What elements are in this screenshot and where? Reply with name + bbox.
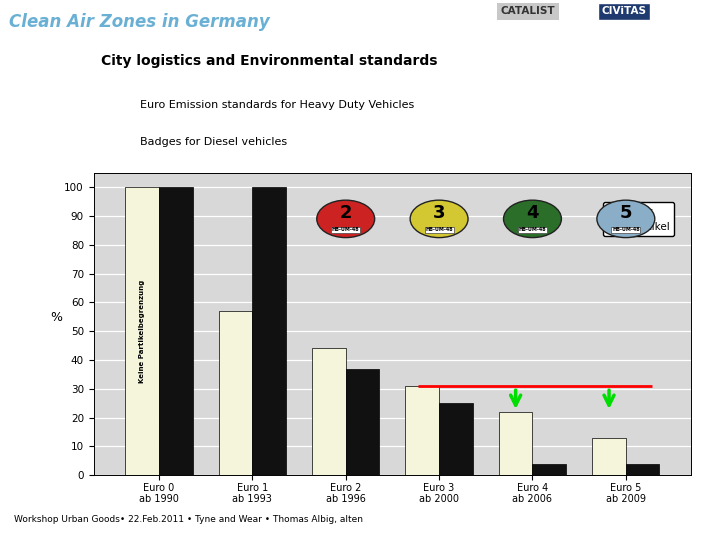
Text: Keine Partikelbegrenzung: Keine Partikelbegrenzung: [139, 280, 145, 383]
Y-axis label: %: %: [50, 311, 62, 324]
Text: Workshop Urban Goods• 22.Feb.2011 • Tyne and Wear • Thomas Albig, alten: Workshop Urban Goods• 22.Feb.2011 • Tyne…: [14, 515, 364, 524]
Legend: NOx, Partikel: NOx, Partikel: [603, 202, 674, 236]
Bar: [125, 187, 159, 475]
Bar: [219, 311, 252, 475]
Bar: [252, 187, 286, 475]
Text: 5: 5: [620, 204, 632, 222]
Text: HB-UM-48: HB-UM-48: [612, 227, 639, 232]
Ellipse shape: [410, 200, 468, 238]
Text: City logistics and Environmental standards: City logistics and Environmental standar…: [101, 54, 437, 68]
Bar: [159, 187, 192, 475]
Ellipse shape: [597, 200, 654, 238]
Bar: [312, 348, 346, 475]
Ellipse shape: [317, 200, 374, 238]
Text: CIViTAS: CIViTAS: [601, 6, 647, 16]
Text: Clean Air Zones in Germany: Clean Air Zones in Germany: [9, 13, 270, 31]
Bar: [439, 403, 473, 475]
Text: 3: 3: [433, 204, 446, 222]
Text: Badges for Diesel vehicles: Badges for Diesel vehicles: [140, 137, 287, 147]
Text: Euro Emission standards for Heavy Duty Vehicles: Euro Emission standards for Heavy Duty V…: [140, 100, 415, 110]
Bar: [499, 412, 533, 475]
Text: HB-UM-48: HB-UM-48: [332, 227, 359, 232]
Ellipse shape: [503, 200, 562, 238]
Bar: [405, 386, 439, 475]
Bar: [626, 464, 660, 475]
Bar: [346, 369, 379, 475]
Bar: [533, 464, 566, 475]
Text: CATALIST: CATALIST: [500, 6, 555, 16]
Text: 4: 4: [526, 204, 539, 222]
Text: HB-UM-48: HB-UM-48: [426, 227, 453, 232]
Text: 2: 2: [339, 204, 352, 222]
Text: HB-UM-48: HB-UM-48: [518, 227, 546, 232]
Bar: [593, 438, 626, 475]
